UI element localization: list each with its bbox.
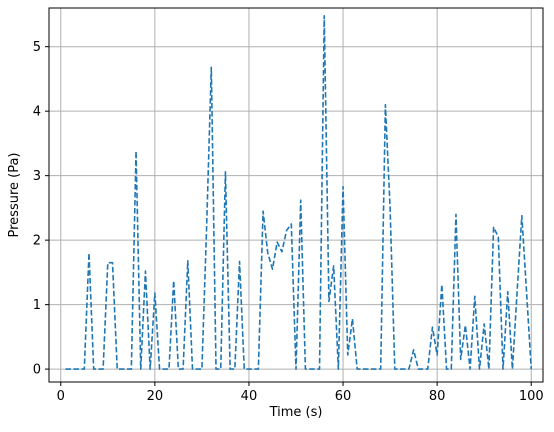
y-tick-label: 1 <box>33 298 41 313</box>
y-tick-label: 5 <box>33 40 41 55</box>
x-tick-label: 60 <box>335 389 352 404</box>
x-tick-label: 40 <box>241 389 258 404</box>
y-tick-label: 3 <box>33 169 41 184</box>
x-tick-label: 0 <box>57 389 65 404</box>
y-axis-label: Pressure (Pa) <box>7 152 22 237</box>
grid-lines <box>49 8 543 382</box>
data-layer <box>65 14 533 370</box>
y-tick-label: 4 <box>33 105 41 120</box>
axis-ticks: 0 20 40 60 80 100 0 1 2 3 4 5 <box>33 40 544 404</box>
x-tick-label: 100 <box>519 389 544 404</box>
x-tick-label: 80 <box>429 389 446 404</box>
y-tick-label: 2 <box>33 234 41 249</box>
x-axis-label: Time (s) <box>269 405 323 420</box>
plot-frame <box>48 7 544 383</box>
x-tick-label: 20 <box>147 389 164 404</box>
pressure-series-line <box>65 14 533 370</box>
y-tick-label: 0 <box>33 363 41 378</box>
